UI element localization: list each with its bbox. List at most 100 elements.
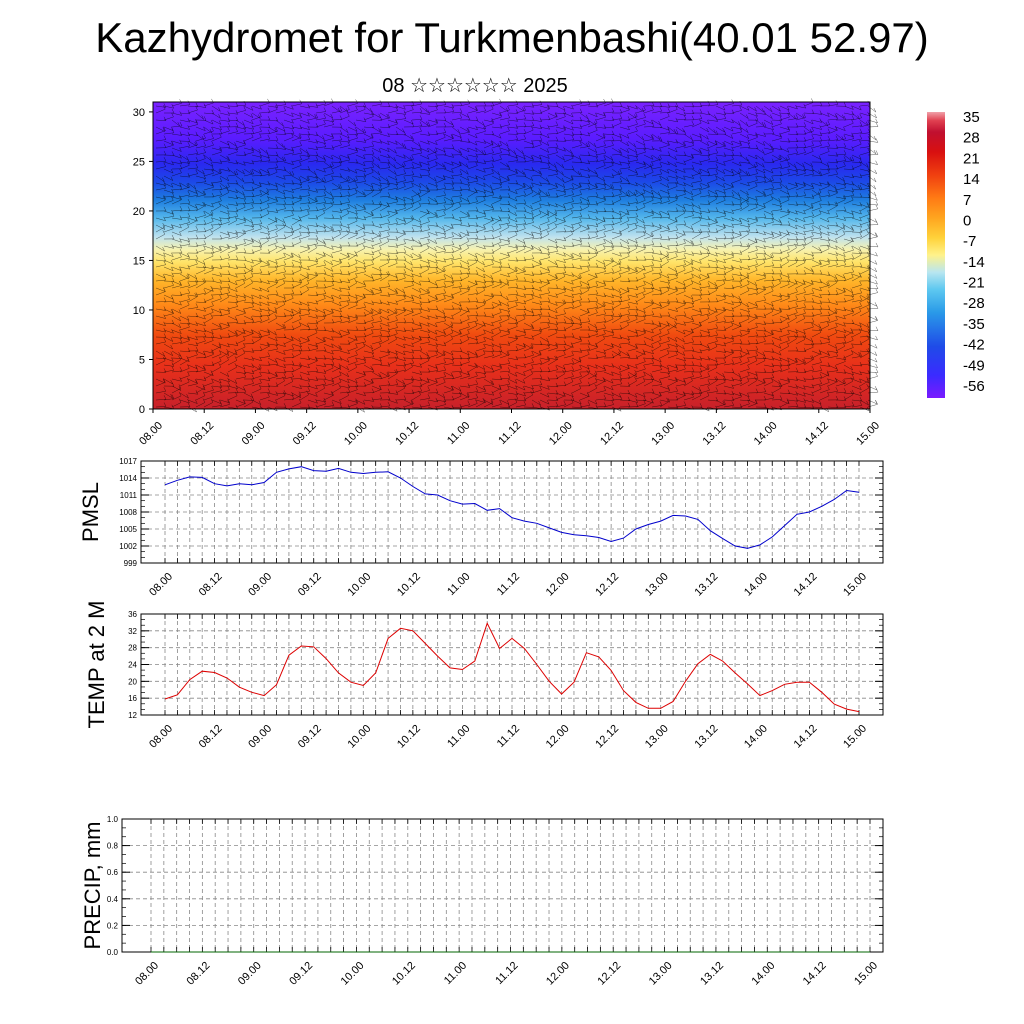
wind-barb-flag (218, 114, 221, 119)
wind-barb (403, 133, 413, 140)
wind-barb (539, 126, 550, 130)
wind-barb (595, 116, 606, 121)
wind-barb-flag (579, 108, 583, 113)
wind-barb-flag (419, 107, 423, 113)
wind-barb (691, 133, 702, 138)
wind-barb (219, 105, 230, 109)
wind-barb (539, 108, 550, 114)
wind-barb (531, 140, 543, 142)
wind-barb (667, 109, 678, 114)
wind-barb-flag (387, 147, 390, 152)
wind-barb-flag (731, 146, 734, 151)
wind-barb (731, 131, 742, 135)
wind-barb (203, 119, 214, 125)
wind-barb-flag (763, 122, 767, 127)
wind-barb-flag (530, 125, 534, 131)
wind-barb-flag (795, 114, 799, 119)
wind-barb-flag (459, 133, 462, 138)
wind-barb (571, 126, 582, 129)
wind-barb (243, 112, 254, 118)
wind-barb (619, 133, 630, 139)
wind-barb-flag (179, 154, 182, 159)
wind-barb-flag (611, 107, 615, 113)
wind-barb (323, 133, 334, 138)
wind-barb (539, 140, 550, 146)
wind-barb-flag (779, 134, 782, 139)
wind-barb (515, 147, 524, 155)
wind-barb-flag (570, 112, 574, 118)
wind-barb-flag (323, 107, 327, 112)
wind-barb-flag (547, 154, 550, 159)
wind-barb-flag (530, 155, 534, 160)
wind-barb-flag (675, 102, 679, 107)
wind-barb (195, 145, 206, 149)
wind-barb-flag (243, 140, 246, 146)
wind-barb (283, 105, 294, 110)
wind-barb (611, 122, 622, 128)
wind-barb-flag (761, 121, 765, 127)
wind-barb (707, 133, 719, 135)
wind-barb-flag (707, 151, 711, 157)
wind-barb-flag (827, 112, 830, 117)
wind-barb-flag (250, 106, 254, 111)
wind-barb-flag (467, 128, 471, 133)
wind-barb-flag (443, 122, 447, 128)
wind-barb-flag (578, 155, 582, 160)
wind-barb-flag (227, 117, 231, 122)
wind-barb-flag (523, 128, 527, 134)
wind-barb (619, 140, 629, 147)
wind-barb (651, 147, 662, 152)
wind-barb-flag (523, 134, 527, 140)
wind-barb-flag (187, 109, 191, 115)
wind-barb-flag (834, 125, 838, 131)
wind-barb (811, 119, 822, 123)
wind-barb (635, 151, 646, 156)
wind-barb-flag (443, 150, 447, 155)
wind-barb (171, 147, 182, 152)
wind-barb-flag (371, 149, 375, 155)
wind-barb-flag (603, 113, 606, 118)
wind-barb (683, 145, 694, 149)
wind-barb-flag (602, 132, 606, 138)
wind-barb (251, 116, 262, 121)
wind-barb-flag (411, 105, 414, 110)
wind-barb (451, 112, 463, 114)
wind-barb-flag (347, 138, 351, 143)
wind-barb-flag (451, 153, 454, 158)
wind-barb-flag (873, 107, 877, 113)
wind-barb (235, 140, 246, 145)
wind-barb (379, 133, 390, 137)
wind-barb (731, 140, 742, 145)
wind-barb (235, 104, 247, 107)
wind-barb (195, 152, 206, 156)
wind-barb-flag (195, 140, 198, 145)
wind-barb (579, 112, 589, 120)
wind-barb-flag (419, 115, 423, 120)
wind-barb-flag (571, 135, 575, 140)
wind-barb-flag (835, 152, 839, 157)
wind-barb-flag (515, 100, 519, 105)
wind-barb-flag (378, 128, 381, 133)
wind-barb-flag (851, 146, 854, 151)
wind-barb-flag (843, 115, 847, 121)
wind-barb-flag (851, 119, 854, 124)
wind-barb (723, 133, 734, 139)
wind-barb (547, 125, 558, 128)
wind-barb (587, 140, 597, 148)
wind-barb (843, 122, 854, 128)
wind-barb-flag (795, 122, 799, 128)
wind-barb (819, 145, 830, 149)
wind-barb-flag (419, 121, 423, 126)
wind-barb (739, 119, 749, 127)
wind-barb-flag (499, 140, 502, 146)
wind-barb-flag (667, 108, 671, 113)
wind-barb (427, 109, 438, 114)
wind-barb (323, 138, 334, 142)
wind-barb (851, 117, 862, 121)
wind-barb-flag (811, 109, 815, 114)
wind-barb-flag (467, 115, 471, 120)
wind-barb-flag (426, 121, 429, 126)
wind-barb (163, 126, 174, 131)
wind-barb (307, 112, 317, 119)
